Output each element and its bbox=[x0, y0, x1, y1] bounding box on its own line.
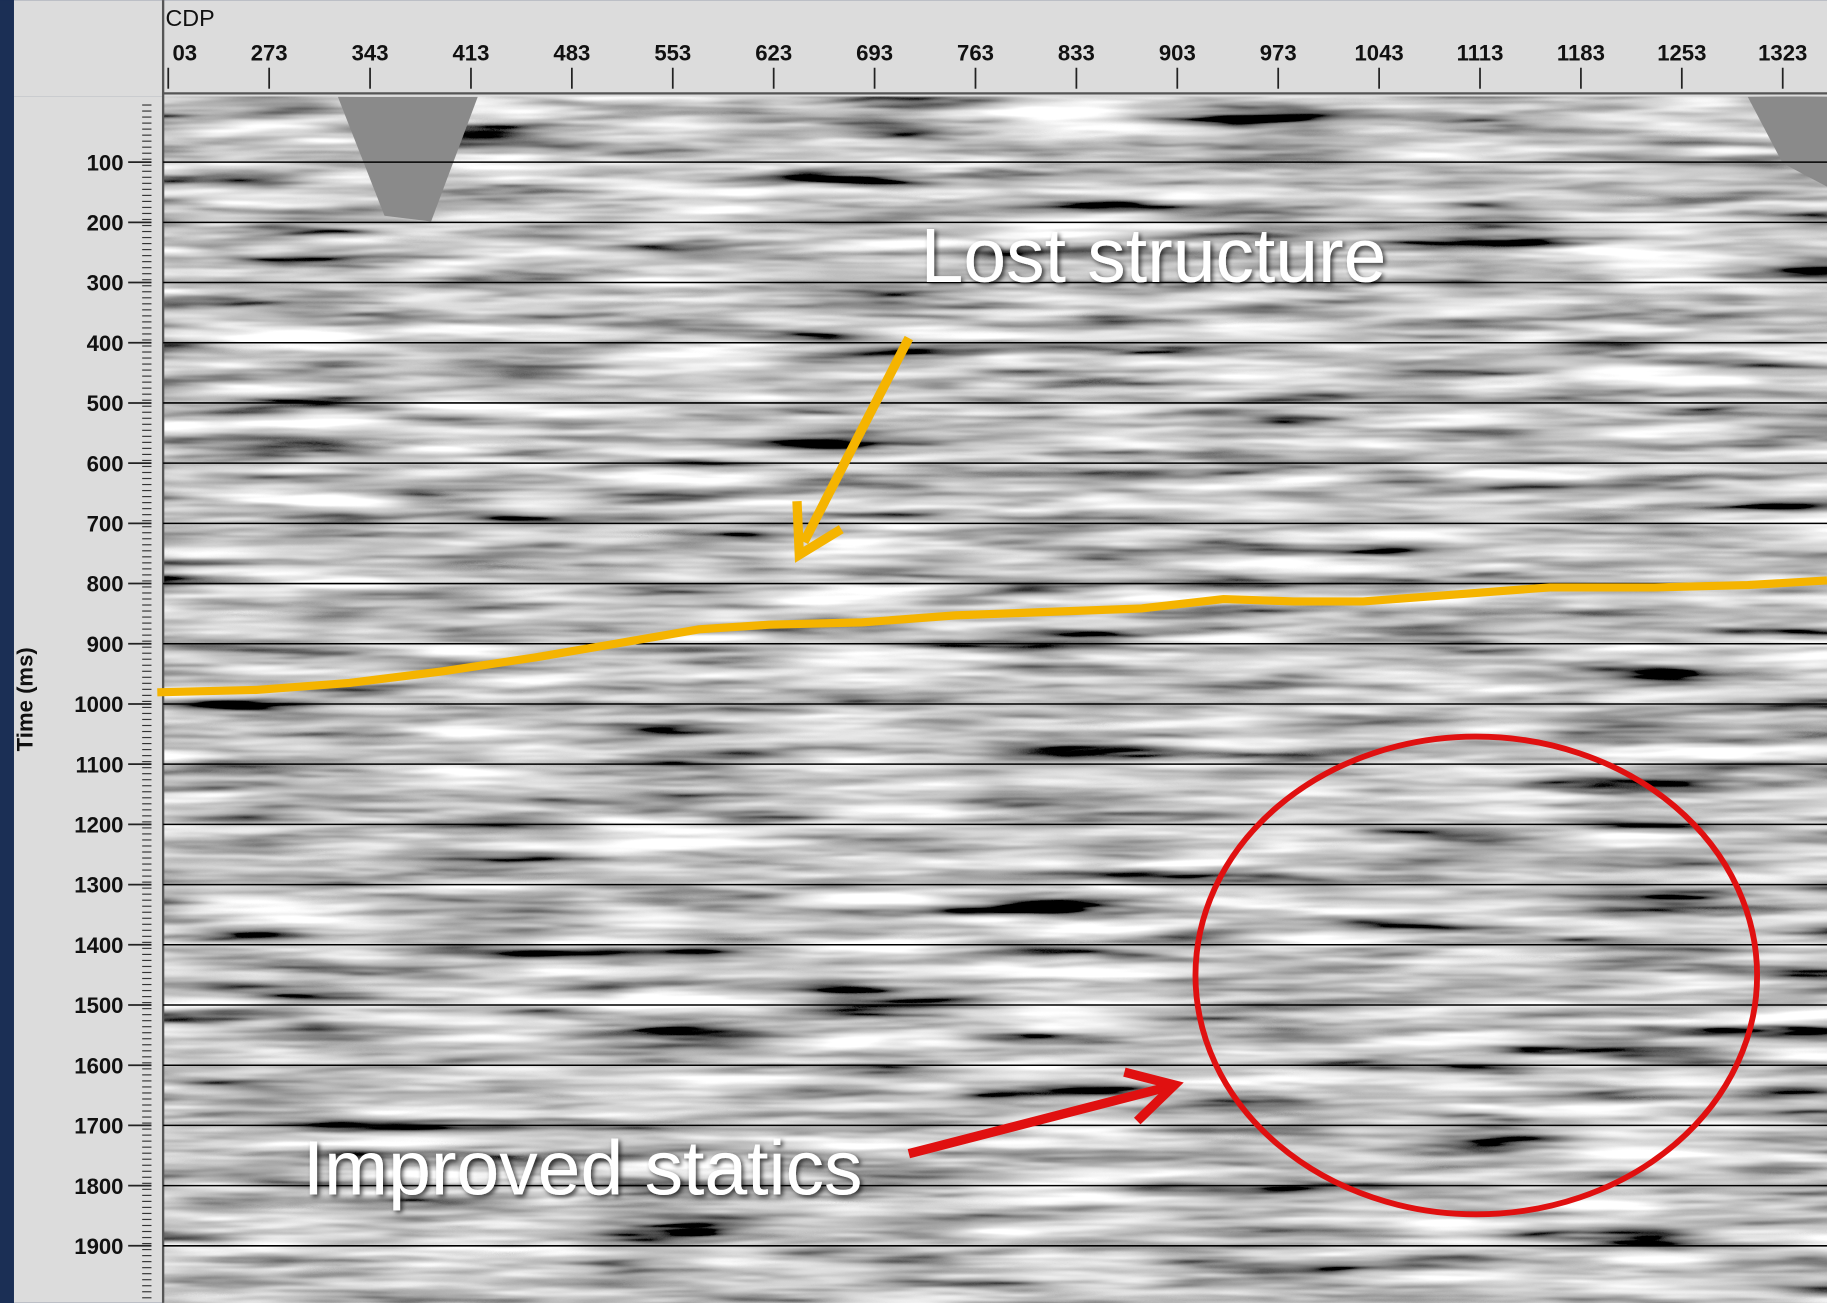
y-tick-label: 1600 bbox=[74, 1053, 123, 1078]
y-tick-label: 100 bbox=[87, 150, 124, 175]
x-tick-label: 623 bbox=[755, 41, 792, 66]
x-tick-label: 763 bbox=[957, 41, 994, 66]
annotation: Lost structure bbox=[921, 213, 1387, 299]
x-tick-label: 1253 bbox=[1657, 41, 1706, 66]
y-axis-label: Time (ms) bbox=[13, 647, 38, 751]
x-tick-label: 553 bbox=[654, 41, 691, 66]
y-tick-label: 1800 bbox=[74, 1174, 123, 1199]
x-tick-label: 1043 bbox=[1354, 41, 1403, 66]
x-tick-label: 273 bbox=[251, 41, 288, 66]
y-tick-label: 200 bbox=[87, 210, 124, 235]
y-tick-label: 1000 bbox=[74, 692, 123, 717]
x-tick-label: 693 bbox=[856, 41, 893, 66]
y-tick-label: 800 bbox=[87, 572, 124, 597]
x-tick-label: 03 bbox=[172, 41, 197, 66]
seismic-screenshot: CDP Time (ms) 03 273 343 413 483 553 623 693 763… bbox=[0, 0, 1827, 1303]
x-tick-label: 833 bbox=[1058, 41, 1095, 66]
x-tick-label: 1183 bbox=[1557, 41, 1605, 66]
y-tick-label: 300 bbox=[87, 271, 124, 296]
y-tick-label: 700 bbox=[87, 512, 124, 537]
y-tick-label: 1500 bbox=[74, 993, 123, 1018]
x-tick-label: 1113 bbox=[1457, 41, 1504, 66]
x-axis-label: CDP bbox=[165, 5, 214, 31]
x-tick-label: 1323 bbox=[1758, 41, 1807, 66]
y-tick-label: 1700 bbox=[74, 1114, 123, 1139]
y-tick-label: 1200 bbox=[74, 813, 123, 838]
y-tick-label: 500 bbox=[87, 391, 124, 416]
x-tick-label: 483 bbox=[553, 41, 590, 66]
x-tick-label: 413 bbox=[453, 41, 490, 66]
y-tick-label: 1100 bbox=[76, 752, 124, 777]
x-tick-label: 343 bbox=[352, 41, 389, 66]
y-tick-label: 1900 bbox=[74, 1234, 123, 1259]
x-tick-label: 973 bbox=[1260, 41, 1297, 66]
y-tick-label: 1400 bbox=[74, 933, 123, 958]
y-tick-label: 1300 bbox=[74, 873, 123, 898]
y-tick-label: 400 bbox=[87, 331, 124, 356]
y-tick-label: 600 bbox=[87, 451, 124, 476]
x-tick-label: 903 bbox=[1159, 41, 1196, 66]
y-tick-label: 900 bbox=[87, 632, 124, 657]
annotation: Improved statics bbox=[303, 1125, 863, 1211]
